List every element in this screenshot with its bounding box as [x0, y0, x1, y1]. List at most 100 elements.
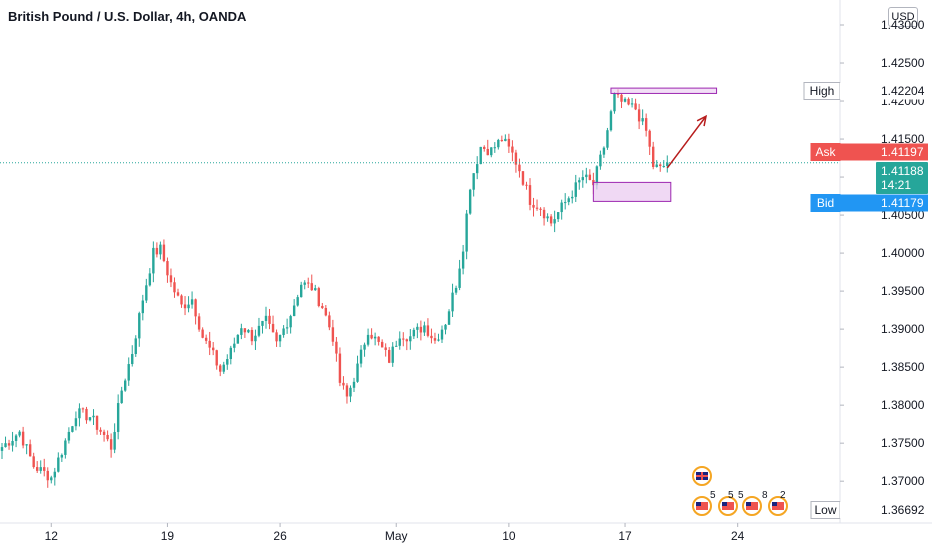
candle: [472, 173, 475, 197]
candle-body: [180, 295, 183, 305]
candle-body: [36, 467, 39, 471]
candle: [166, 257, 169, 283]
candle-body: [451, 292, 454, 312]
y-tick-label: 1.39500: [881, 284, 925, 298]
support-zone: [592, 181, 672, 202]
candle-body: [666, 162, 669, 167]
candle: [85, 406, 88, 424]
candle: [39, 460, 42, 474]
candle-body: [627, 98, 630, 105]
candle-body: [542, 209, 546, 219]
candle-body: [43, 467, 46, 471]
us-flag-canton: [696, 502, 701, 506]
candle-body: [472, 173, 475, 190]
y-tick-label: 1.41500: [881, 132, 925, 146]
candle: [539, 207, 542, 217]
candle-body: [662, 166, 665, 168]
candle-body: [599, 154, 602, 167]
candle: [148, 268, 152, 287]
y-tick-label: 1.42500: [881, 56, 925, 70]
candle: [116, 394, 120, 440]
candle: [240, 323, 243, 340]
candle-body: [345, 385, 349, 397]
last-price-value: 1.41188: [881, 164, 924, 178]
high-tag-label: High: [810, 84, 835, 98]
candle-body: [620, 94, 623, 102]
candle-body: [46, 470, 49, 481]
candle: [602, 146, 606, 158]
y-tick-label: 1.39000: [881, 322, 925, 336]
candle: [335, 337, 338, 362]
candle-body: [423, 325, 426, 333]
candle-body: [574, 182, 577, 197]
candle-body: [637, 109, 641, 122]
candle-body: [307, 282, 310, 284]
x-tick-label: 10: [502, 529, 516, 543]
high-tag-value-box: [840, 82, 928, 100]
candle-body: [247, 329, 250, 333]
candle: [426, 318, 430, 338]
candle-body: [388, 349, 391, 363]
candle: [465, 209, 468, 260]
candle: [247, 329, 250, 334]
candle: [127, 357, 130, 386]
candle: [176, 288, 180, 297]
candle: [201, 327, 204, 339]
candle: [278, 334, 282, 348]
candle: [528, 178, 532, 211]
candle-body: [138, 313, 141, 339]
candle: [564, 193, 567, 210]
candle: [641, 109, 644, 126]
candle: [155, 242, 159, 258]
candle-body: [300, 284, 303, 298]
currency-button[interactable]: USD: [888, 7, 918, 27]
candle-body: [32, 456, 35, 468]
candle: [46, 467, 49, 488]
candle: [310, 274, 313, 291]
candle: [113, 423, 116, 454]
bid-tag-value: 1.41179: [881, 196, 924, 210]
candle: [409, 328, 412, 350]
candle-body: [356, 363, 359, 382]
candle: [208, 331, 211, 356]
candle-body: [148, 273, 152, 286]
candle-body: [342, 382, 345, 386]
candle-body: [155, 247, 159, 255]
candle-body: [497, 139, 500, 148]
candle: [141, 294, 144, 321]
ask-tag-value-box: [840, 143, 928, 161]
candle: [468, 188, 472, 215]
candle: [88, 416, 92, 422]
candle: [648, 129, 651, 156]
candle: [613, 92, 616, 114]
candle-body: [549, 216, 553, 224]
candle-body: [204, 337, 208, 341]
candle-body: [292, 305, 296, 317]
candle: [338, 347, 342, 387]
x-tick-label: May: [385, 529, 408, 543]
candle-body: [634, 103, 637, 110]
candle: [518, 158, 521, 178]
candle-body: [395, 345, 398, 347]
candle: [356, 355, 359, 383]
candle: [138, 311, 141, 347]
candle: [303, 280, 306, 290]
candle-body: [409, 336, 412, 342]
candle-body: [352, 381, 356, 388]
candle: [454, 285, 458, 295]
candle: [490, 147, 493, 158]
y-tick-label: 1.38500: [881, 360, 925, 374]
candle-body: [532, 204, 535, 208]
event-count: 2: [780, 490, 786, 501]
candle: [0, 443, 4, 459]
candle: [183, 296, 187, 316]
candle-body: [212, 347, 215, 351]
candle-body: [264, 315, 268, 321]
candle-body: [609, 111, 613, 131]
candle-body: [447, 311, 451, 325]
candle: [500, 135, 504, 142]
candle: [57, 452, 60, 473]
